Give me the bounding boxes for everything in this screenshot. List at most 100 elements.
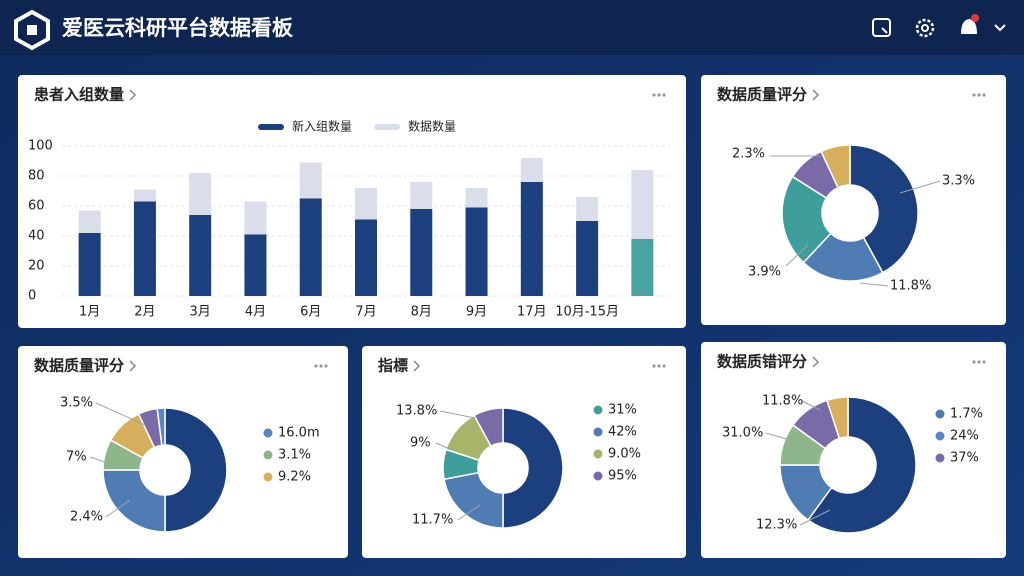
x-tick-label: 6月 xyxy=(300,305,321,320)
legend-swatch xyxy=(258,124,284,130)
bar xyxy=(299,198,322,296)
legend-label: 3.1% xyxy=(278,448,311,463)
bar xyxy=(189,215,212,296)
donut-slice xyxy=(802,232,884,282)
chevron[interactable] xyxy=(812,89,820,101)
donut-slice xyxy=(849,144,919,274)
legend-dot xyxy=(935,453,945,463)
legend-label: 9.2% xyxy=(278,470,311,485)
donut-slice xyxy=(820,144,851,189)
bar xyxy=(465,188,488,208)
bar xyxy=(631,239,654,296)
annotation: 9% xyxy=(410,436,431,451)
more-dot[interactable] xyxy=(324,364,328,368)
annotation-line xyxy=(765,432,791,441)
bar xyxy=(576,221,599,296)
panel xyxy=(18,75,686,328)
more-dot[interactable] xyxy=(982,93,986,97)
chevron[interactable] xyxy=(129,89,137,101)
bar xyxy=(78,233,101,296)
panel-title: 数据质量评分 xyxy=(717,86,807,104)
more-dot[interactable] xyxy=(652,93,656,97)
chevron[interactable] xyxy=(812,356,820,368)
annotation: 3.9% xyxy=(748,265,781,280)
annotation: 11.8% xyxy=(762,394,803,409)
chevron[interactable] xyxy=(413,360,421,372)
legend-dot xyxy=(593,449,603,459)
donut-slice xyxy=(502,407,564,529)
more-dot[interactable] xyxy=(662,93,666,97)
x-tick-label: 9月 xyxy=(466,305,487,320)
donut-slice xyxy=(164,407,228,533)
panel-title: 患者入组数量 xyxy=(34,86,124,104)
panel-title: 数据质错评分 xyxy=(717,353,807,371)
donut-slice xyxy=(156,407,166,447)
bar xyxy=(189,173,212,215)
y-tick-label: 0 xyxy=(28,289,36,304)
bar xyxy=(520,182,543,296)
donut-slice xyxy=(781,175,832,264)
annotation: 31.0% xyxy=(722,426,763,441)
bar xyxy=(410,209,433,296)
legend-label: 1.7% xyxy=(950,407,983,422)
legend-label: 31% xyxy=(608,403,637,418)
chevron[interactable] xyxy=(129,360,137,372)
legend-dot xyxy=(263,450,273,460)
annotation: 2.4% xyxy=(70,510,103,525)
annotation: 2.3% xyxy=(732,147,765,162)
panel xyxy=(701,75,1006,325)
app-title: 爱医云科研平台数据看板 xyxy=(62,16,294,40)
bar xyxy=(576,197,599,221)
more-dot[interactable] xyxy=(652,364,656,368)
bar xyxy=(244,201,267,235)
more-dot[interactable] xyxy=(319,364,323,368)
y-tick-label: 20 xyxy=(28,259,45,274)
header-bar xyxy=(0,0,1024,55)
annotation: 13.8% xyxy=(396,404,437,419)
x-tick-label: 2月 xyxy=(134,305,155,320)
bar xyxy=(133,201,156,296)
legend-dot xyxy=(593,427,603,437)
more-dot[interactable] xyxy=(657,364,661,368)
annotation: 3.5% xyxy=(60,396,93,411)
annotation-line xyxy=(95,402,146,426)
bar xyxy=(520,158,543,182)
bar xyxy=(133,189,156,202)
annotation: 7% xyxy=(66,450,87,465)
y-tick-label: 40 xyxy=(28,229,45,244)
legend-dot xyxy=(935,431,945,441)
x-tick-label: 7月 xyxy=(355,305,376,320)
annotation-line xyxy=(457,504,481,521)
panel xyxy=(701,342,1006,558)
donut-slice xyxy=(806,396,917,534)
dropdown-icon[interactable] xyxy=(994,24,1006,32)
more-dot[interactable] xyxy=(972,93,976,97)
x-tick-label: 10月-15月 xyxy=(555,305,619,320)
y-tick-label: 60 xyxy=(28,199,45,214)
x-tick-label: 17月 xyxy=(517,305,547,320)
more-dot[interactable] xyxy=(972,360,976,364)
annotation: 11.7% xyxy=(412,513,453,528)
notification-icon[interactable] xyxy=(961,14,979,34)
more-dot[interactable] xyxy=(314,364,318,368)
legend-label: 数据数量 xyxy=(408,119,456,134)
annotation-line xyxy=(801,400,821,411)
bar xyxy=(465,207,488,296)
legend-swatch xyxy=(374,124,401,130)
x-tick-label: 8月 xyxy=(411,305,432,320)
search-icon[interactable] xyxy=(872,18,891,37)
legend-label: 24% xyxy=(950,429,979,444)
legend-dot xyxy=(593,405,603,415)
more-dot[interactable] xyxy=(977,360,981,364)
annotation-line xyxy=(899,180,941,194)
more-dot[interactable] xyxy=(657,93,661,97)
more-dot[interactable] xyxy=(982,360,986,364)
more-dot[interactable] xyxy=(662,364,666,368)
donut-slice xyxy=(102,469,166,533)
legend-label: 新入组数量 xyxy=(292,119,352,134)
more-dot[interactable] xyxy=(977,93,981,97)
legend-label: 37% xyxy=(950,451,979,466)
legend-dot xyxy=(593,471,603,481)
settings-icon[interactable] xyxy=(915,18,935,38)
